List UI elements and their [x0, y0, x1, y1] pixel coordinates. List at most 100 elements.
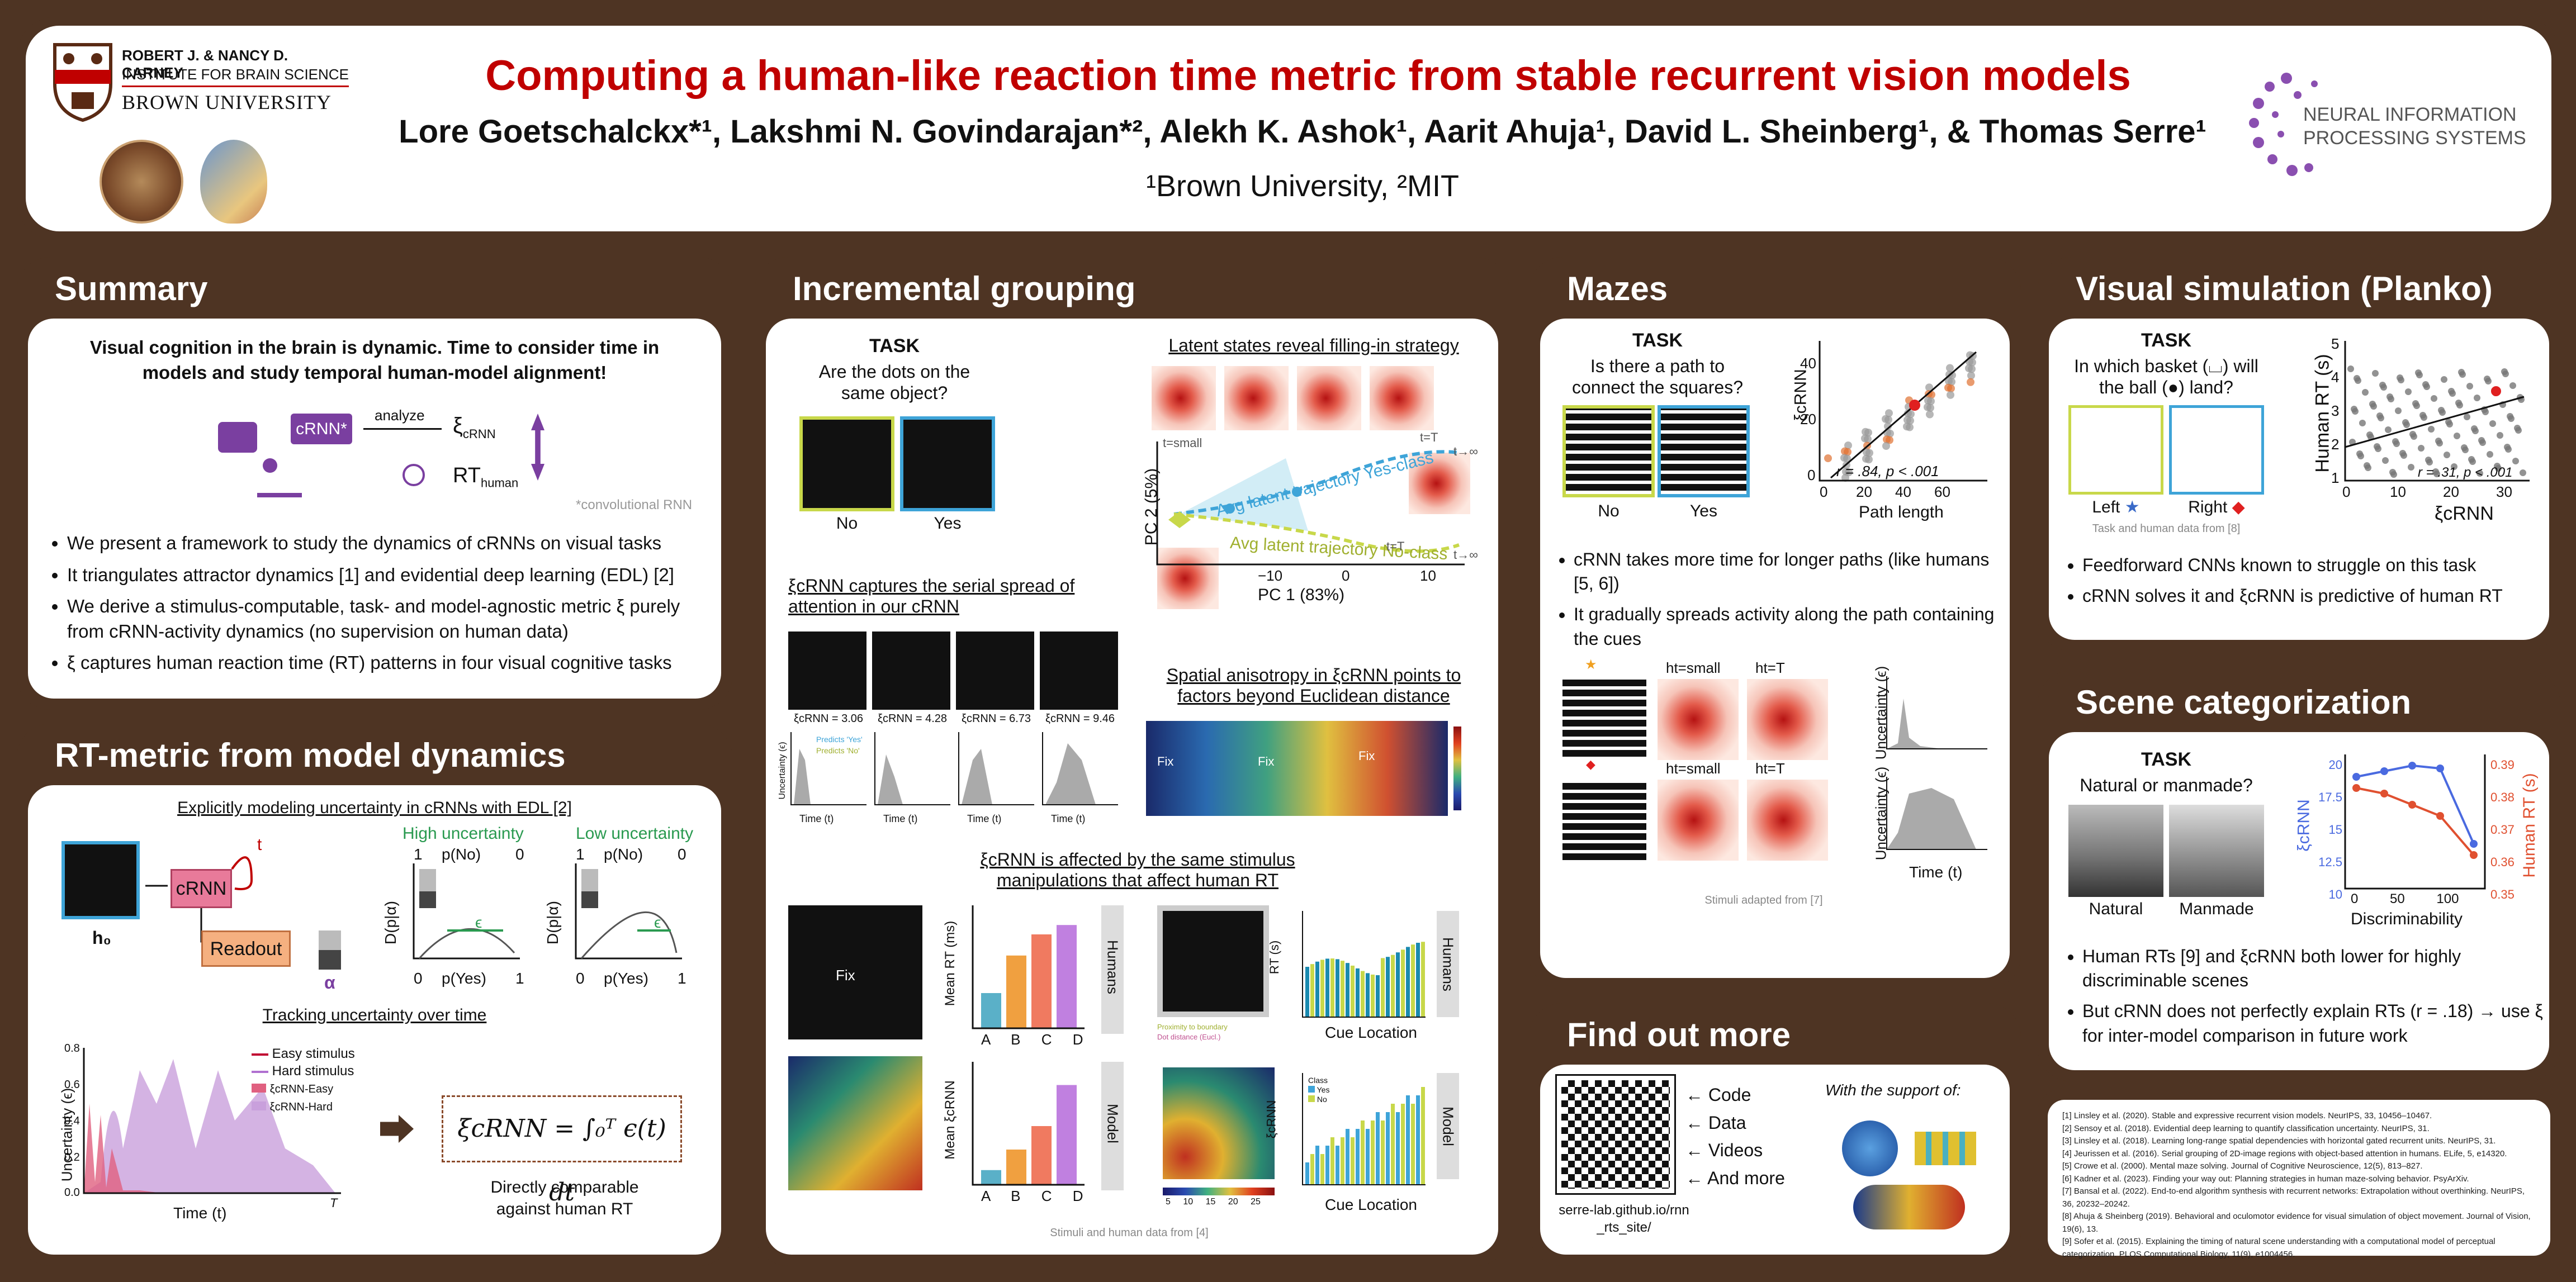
- class-yes: Yes: [1308, 1085, 1329, 1095]
- latent-heatmap: [1297, 366, 1361, 430]
- findout-body: ← Code ← Data ← Videos ← And more serre-…: [1540, 1065, 2010, 1255]
- scene-task: TASK: [2141, 749, 2192, 770]
- cue-bar: [1366, 973, 1370, 1017]
- analyze-label: analyze: [375, 407, 425, 424]
- unc-ytick: 0.6: [64, 1079, 80, 1091]
- pc1-xtick: 0: [1342, 567, 1350, 584]
- unc-plot-T: T: [330, 1196, 338, 1210]
- planko-right-stim: [2169, 405, 2264, 495]
- cat-label: C: [1041, 1188, 1052, 1204]
- maze-uncertainty-plots: [1886, 676, 1987, 850]
- refs-inner: [1] Linsley et al. (2020). Stable and ex…: [2048, 1100, 2550, 1259]
- pyes-right: p(Yes): [604, 970, 648, 987]
- data-link-label: Data: [1708, 1112, 1746, 1133]
- planko-point: [2422, 381, 2429, 388]
- cue-bar: [1325, 1146, 1329, 1185]
- cue-loc-label-bottom: Cue Location: [1325, 1196, 1418, 1213]
- neurips-line2: PROCESSING SYSTEMS: [2303, 127, 2526, 149]
- planko-point: [2409, 431, 2416, 438]
- planko-bullet: Feedforward CNNs known to struggle on th…: [2082, 553, 2546, 577]
- cue-class-legend: Class Yes No: [1308, 1076, 1329, 1104]
- planko-point: [2489, 420, 2496, 427]
- maze-yes-label: Yes: [1690, 502, 1717, 520]
- cat-labels-rt: A B C D: [981, 1031, 1083, 1048]
- t-inf-label-no: t→∞: [1453, 548, 1478, 562]
- planko-point: [2454, 433, 2460, 439]
- equation-box: ξcRNN = ∫₀ᵀ ϵ(t) dt: [442, 1095, 682, 1207]
- low-uncertainty-label: Low uncertainty: [576, 824, 694, 843]
- timer-icon: [402, 464, 425, 486]
- model-tab: Model: [1101, 1062, 1124, 1190]
- xi-value: ξcRNN = 3.06: [794, 713, 864, 725]
- incremental-body: TASK Are the dots on the same object? No…: [766, 319, 1498, 1255]
- latent-title: Latent states reveal filling-in strategy: [1168, 335, 1459, 355]
- rt-metric-title: RT-metric from model dynamics: [55, 737, 566, 774]
- crnn-footnote: *convolutional RNN: [576, 497, 693, 512]
- rt-bar: [1057, 925, 1077, 1028]
- cue-bar: [1310, 964, 1314, 1017]
- planko-point: [2445, 419, 2452, 425]
- rt-metric-body: Explicitly modeling uncertainty in cRNNs…: [28, 785, 721, 1255]
- dirichlet-plots: [413, 863, 682, 960]
- maze-bullet: It gradually spreads activity along the …: [1574, 602, 1999, 651]
- cat-label: A: [981, 1031, 990, 1048]
- cue-bar: [1315, 961, 1319, 1017]
- tick-one-top-right: 1: [576, 846, 585, 863]
- maze-point: [1862, 455, 1870, 463]
- unc-ytick: 0.2: [64, 1151, 80, 1164]
- data-link[interactable]: ← Data: [1685, 1112, 1746, 1133]
- cue-bar: [1386, 1112, 1390, 1185]
- site-url[interactable]: serre-lab.github.io/rnn_rts_site/: [1559, 1203, 1689, 1236]
- readout-block: Readout: [201, 930, 291, 967]
- crnn-block: cRNN: [171, 869, 232, 908]
- xi-histograms: [790, 732, 1118, 805]
- latent-heatmap: [1370, 366, 1434, 430]
- planko-panel: Visual simulation (Planko) TASK In which…: [2038, 257, 2560, 651]
- rt-bar: [1006, 955, 1026, 1028]
- maze-point: [1842, 468, 1850, 476]
- planko-point: [2455, 400, 2462, 406]
- rt-metric-panel: RT-metric from model dynamics Explicitly…: [17, 724, 732, 1266]
- code-link[interactable]: ← Code: [1685, 1085, 1751, 1105]
- cue-bar: [1406, 1095, 1410, 1185]
- lt: 17.5: [2318, 790, 2342, 804]
- legend-hard: Hard stimulus: [252, 1062, 355, 1080]
- planko-body: TASK In which basket (⌴) will the ball (…: [2049, 319, 2549, 640]
- planko-stat: r = .31, p < .001: [2418, 465, 2513, 480]
- scene-ylabel-left: ξcRNN: [2294, 799, 2313, 852]
- qr-code[interactable]: [1555, 1074, 1676, 1195]
- person-computer-icon: [257, 458, 302, 497]
- maze-activity: [1747, 780, 1828, 861]
- tick-one-bottom-left: 1: [515, 970, 524, 987]
- natural-label: Natural: [2089, 900, 2143, 918]
- neurips-line1: NEURAL INFORMATION: [2303, 104, 2517, 125]
- more-link[interactable]: ← And more: [1685, 1167, 1785, 1188]
- pno-right: p(No): [604, 846, 643, 863]
- maze-point: [1844, 441, 1852, 449]
- cue-bar: [1305, 967, 1309, 1017]
- maze-credit: Stimuli adapted from [7]: [1704, 894, 1823, 906]
- manmade-label: Manmade: [2179, 900, 2254, 918]
- legend-xi-hard: ξcRNN-Hard: [252, 1098, 355, 1115]
- fix-label: Fix: [1358, 749, 1375, 763]
- planko-point: [2507, 413, 2513, 420]
- rt-line: [2356, 787, 2475, 856]
- mazes-body: TASK Is there a path to connect the squa…: [1540, 319, 2010, 978]
- ref-item: [5] Crowe et al. (2000). Mental maze sol…: [2062, 1161, 2423, 1171]
- xi-bar: [1057, 1085, 1077, 1185]
- xi-row: [788, 631, 1124, 715]
- cue-bar: [1320, 960, 1324, 1017]
- rt-label: RThuman: [453, 464, 518, 491]
- header-panel: ROBERT J. & NANCY D. CARNEY INSTITUTE FO…: [17, 17, 2560, 240]
- planko-point: [2476, 470, 2483, 477]
- diamond-icon: ◆: [1586, 757, 1595, 771]
- xi-bar: [1031, 1126, 1052, 1185]
- maze-activity: [1658, 780, 1739, 861]
- cue-bar: [1416, 942, 1420, 1017]
- cue-bar: [1381, 958, 1385, 1017]
- cue-xi-label: ξcRNN: [1264, 1100, 1278, 1139]
- planko-point: [2376, 412, 2383, 419]
- videos-link[interactable]: ← Videos: [1685, 1140, 1763, 1161]
- refs-panel: [1] Linsley et al. (2020). Stable and ex…: [2038, 1090, 2560, 1266]
- tick-zero-top-right: 0: [678, 846, 686, 863]
